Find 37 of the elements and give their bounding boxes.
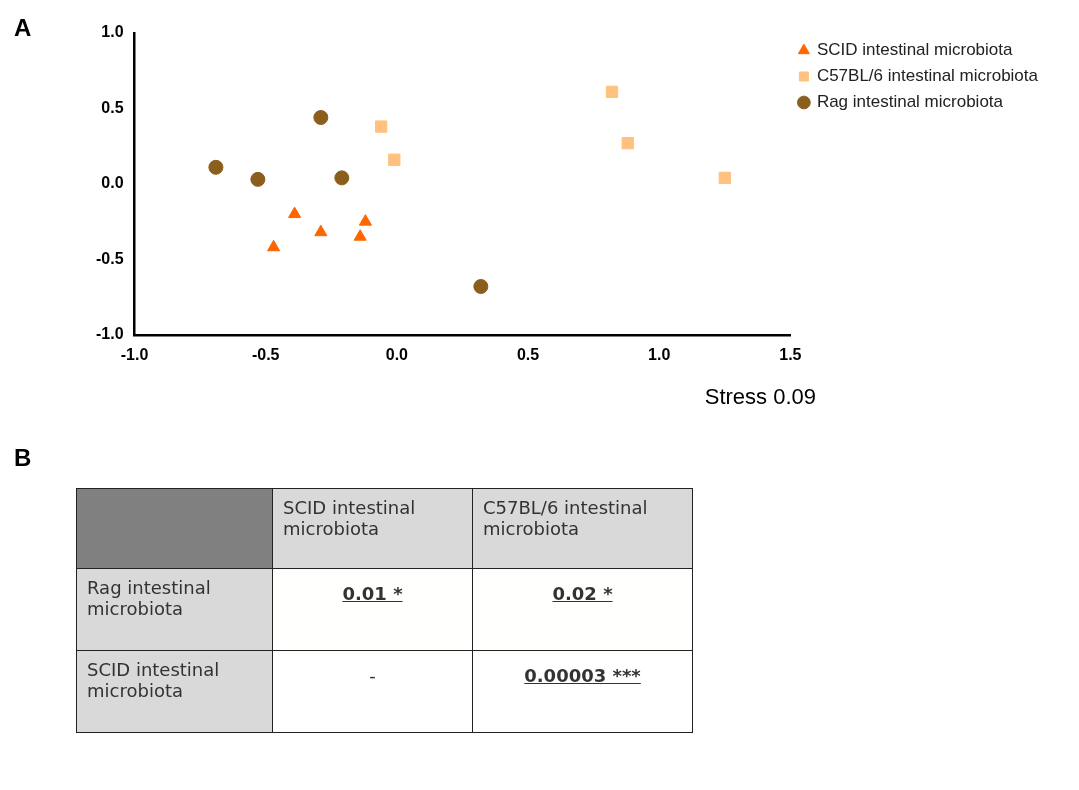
y-tick-label: -1.0 xyxy=(95,325,124,343)
row-header-cell: Rag intestinal microbiota xyxy=(76,568,273,651)
legend-label: SCID intestinal microbiota xyxy=(816,40,1013,60)
y-tick-label: 0.5 xyxy=(101,98,124,116)
x-tick-label: -0.5 xyxy=(251,345,280,363)
point xyxy=(621,137,634,150)
chart-title: A xyxy=(14,14,32,42)
x-tick-label: 1.5 xyxy=(779,345,802,363)
point xyxy=(208,159,224,175)
x-tick-label: 0.5 xyxy=(516,345,540,363)
legend-label: C57BL/6 intestinal microbiota xyxy=(816,66,1039,86)
data-label: 0.02 * xyxy=(472,568,693,651)
y-tick-label: 1.0 xyxy=(101,23,124,41)
point xyxy=(267,239,281,252)
text: - xyxy=(369,665,376,686)
text: B xyxy=(14,444,32,472)
point xyxy=(388,153,401,166)
point xyxy=(288,206,302,219)
point xyxy=(718,171,731,185)
x-tick-label: -1.0 xyxy=(120,345,149,363)
data-label: 0.00003 *** xyxy=(472,650,693,733)
data-label: 0.01 * xyxy=(272,568,473,651)
text: Stress 0.09 xyxy=(704,383,817,409)
point xyxy=(334,170,350,186)
legend-label: Rag intestinal microbiota xyxy=(816,92,1004,112)
x-tick-label: 0.0 xyxy=(385,345,409,363)
point xyxy=(375,120,388,133)
point xyxy=(313,110,329,125)
y-tick-label: 0.0 xyxy=(101,174,124,192)
point xyxy=(605,85,619,99)
point xyxy=(314,224,328,237)
y-tick-label: -0.5 xyxy=(95,249,124,267)
x-tick-label: 1.0 xyxy=(648,345,671,363)
point xyxy=(353,229,367,241)
point xyxy=(250,171,266,187)
point xyxy=(358,214,372,226)
row-header-cell: SCID intestinal microbiota xyxy=(76,650,273,733)
